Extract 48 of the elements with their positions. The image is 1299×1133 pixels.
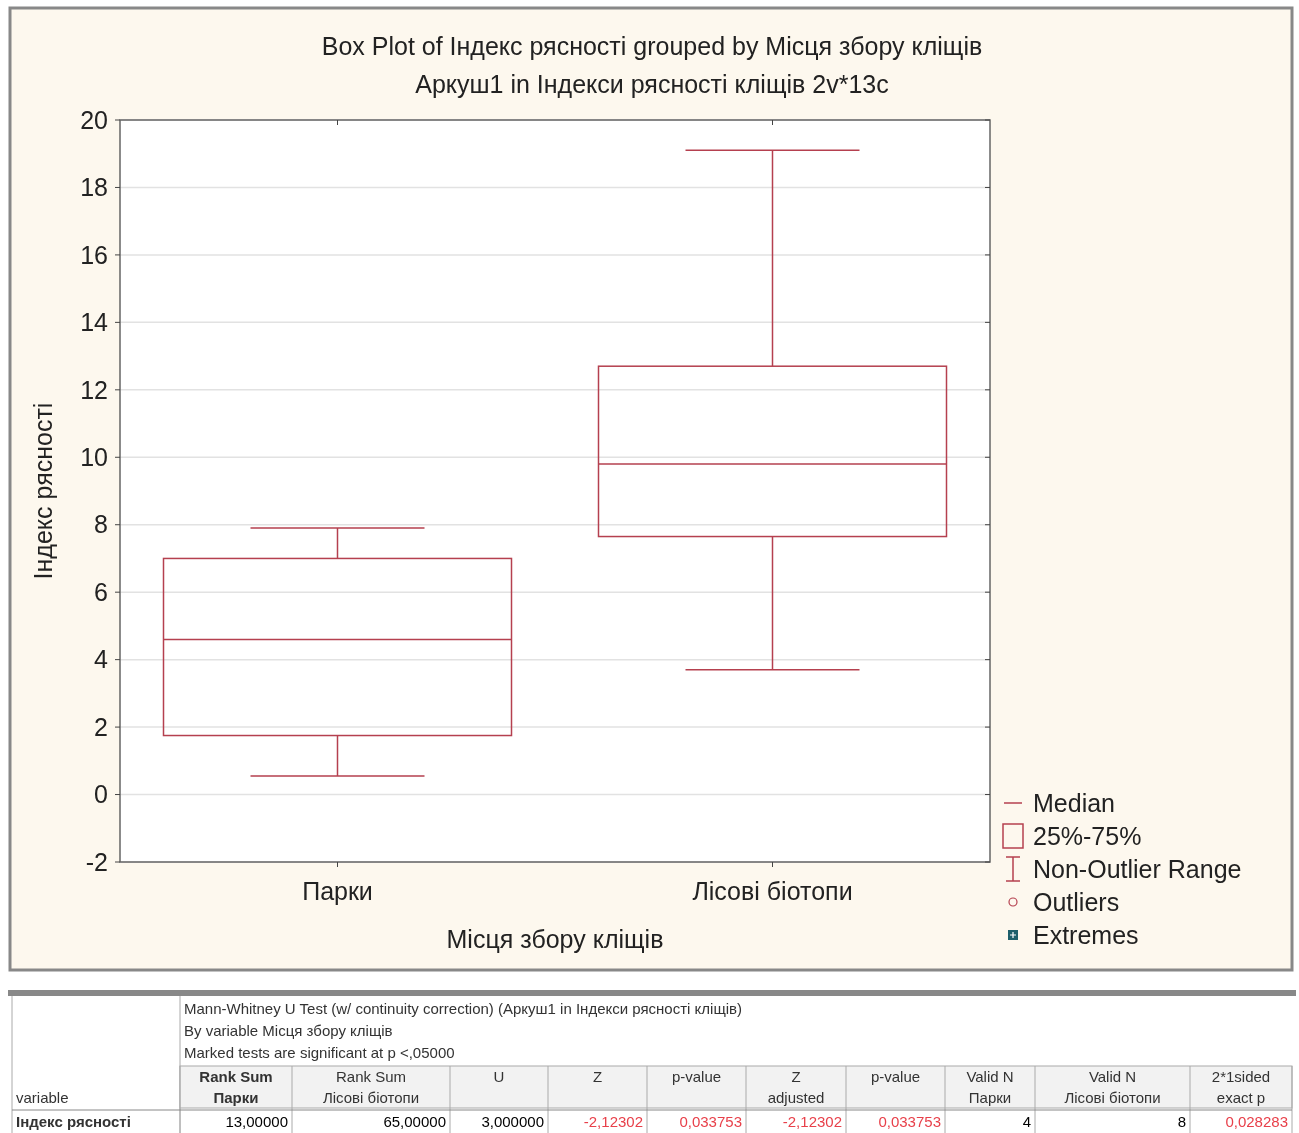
text: Non-Outlier Range (1033, 854, 1242, 883)
text: 2*1sided exact p (1211, 1068, 1271, 1106)
text: Marked tests are significant at p <,05000 (184, 1044, 455, 1061)
text: 3,000000 (481, 1113, 544, 1130)
text: Valid N Парки (966, 1068, 1014, 1106)
text: variable (16, 1089, 69, 1106)
y-tick-label: 14 (80, 308, 109, 337)
text: 13,00000 (225, 1113, 288, 1130)
y-tick-label: 10 (80, 443, 108, 472)
text: Outliers (1033, 887, 1120, 916)
x-tick-label: Лісові біотопи (692, 877, 853, 905)
chart-subtitle: Аркуш1 in Індекси рясності кліщів 2v*13c (415, 70, 889, 98)
y-tick-label: -2 (85, 847, 108, 876)
text: Z adjusted (767, 1068, 825, 1106)
text: 25%-75% (1033, 821, 1142, 850)
chart-title: Box Plot of Індекс рясності grouped by Місця збору кліщів (321, 32, 983, 60)
text: Median (1033, 788, 1115, 817)
text: U (493, 1068, 505, 1085)
y-tick-label: 18 (80, 173, 108, 202)
y-tick-label: 16 (80, 240, 108, 269)
y-tick-label: 12 (80, 375, 108, 404)
y-tick-label: 4 (94, 645, 109, 674)
y-tick-label: 20 (80, 105, 108, 134)
text: Z (592, 1068, 603, 1085)
text: -2,12302 (782, 1113, 842, 1130)
text: Rank Sum Лісові біотопи (322, 1068, 420, 1106)
text: Mann-Whitney U Test (w/ continuity correction) (Аркуш1 in Індекси рясності кліщів) (184, 1000, 743, 1017)
text: 0,033753 (878, 1113, 941, 1130)
text: p-value (671, 1068, 722, 1085)
text: Індекс рясності (16, 1113, 131, 1130)
text: Valid N Лісові біотопи (1064, 1068, 1161, 1106)
x-axis-title: Місця збору кліщів (446, 925, 664, 953)
text: 65,00000 (383, 1113, 446, 1130)
text: 0,028283 (1225, 1113, 1288, 1130)
y-axis-title: Індекс рясності (29, 402, 57, 580)
text: By variable Місця збору кліщів (184, 1022, 393, 1039)
text: p-value (870, 1068, 921, 1085)
text: 8 (1177, 1113, 1186, 1130)
x-tick-label: Парки (302, 877, 373, 905)
y-tick-label: 6 (94, 577, 108, 606)
y-tick-label: 0 (94, 780, 108, 809)
text: Rank Sum Парки (199, 1068, 273, 1106)
text: 0,033753 (679, 1113, 742, 1130)
text: -2,12302 (583, 1113, 643, 1130)
y-tick-label: 8 (94, 510, 108, 539)
text: Extremes (1033, 920, 1139, 949)
text: 4 (1022, 1113, 1031, 1130)
y-tick-label: 2 (94, 712, 108, 741)
